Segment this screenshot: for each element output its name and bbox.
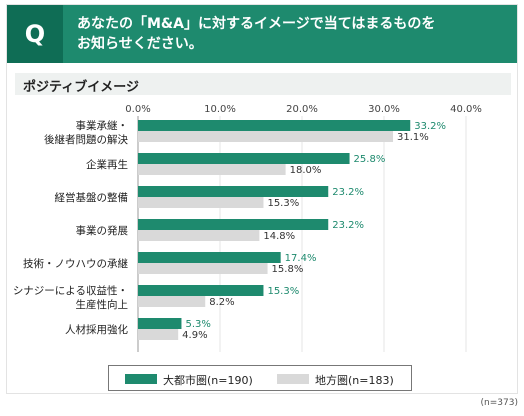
bar-regional: [138, 296, 206, 307]
x-tick-label: 30.0%: [368, 104, 400, 115]
data-label: 8.2%: [209, 297, 234, 308]
data-label: 15.3%: [267, 286, 299, 297]
chart-card: Q あなたの「M&A」に対するイメージで当てはまるものを お知らせください。 ポ…: [6, 4, 518, 394]
data-label: 25.8%: [354, 154, 386, 165]
bar-chart: 0.0% 10.0% 20.0% 30.0% 40.0% 事業承継・後継者問題の解決 33.…: [13, 104, 482, 352]
bar-urban: [138, 252, 281, 263]
data-label: 17.4%: [285, 253, 317, 264]
bar-urban: [138, 285, 264, 296]
legend-label-regional: 地方圏(n=183): [315, 374, 394, 387]
data-label: 5.3%: [185, 319, 210, 330]
section-header: ポジティブイメージ: [15, 73, 511, 95]
category-label: 技術・ノウハウの承継: [23, 257, 128, 270]
bar-urban: [138, 153, 350, 164]
bar-regional: [138, 230, 260, 241]
question-line-2: お知らせください。: [77, 36, 203, 52]
bar-regional: [138, 197, 264, 208]
category-label: 企業再生: [86, 158, 128, 171]
section-title: ポジティブイメージ: [23, 80, 139, 95]
x-tick-label: 40.0%: [450, 104, 482, 115]
data-label: 23.2%: [332, 220, 364, 231]
bar-regional: [138, 164, 286, 175]
x-tick-label: 10.0%: [204, 104, 236, 115]
data-label: 23.2%: [332, 187, 364, 198]
question-line-1: あなたの「M&A」に対するイメージで当てはまるものを: [77, 16, 436, 32]
bar-urban: [138, 186, 329, 197]
bar-urban: [138, 219, 329, 230]
bar-regional: [138, 263, 268, 274]
data-label: 15.3%: [267, 198, 299, 209]
question-header: Q あなたの「M&A」に対するイメージで当てはまるものを お知らせください。: [7, 5, 517, 63]
x-tick-label: 20.0%: [286, 104, 318, 115]
data-label: 18.0%: [290, 165, 322, 176]
data-label: 4.9%: [182, 330, 207, 341]
data-label: 31.1%: [397, 132, 429, 143]
category-label: シナジーによる収益性・生産性向上: [13, 284, 128, 311]
legend: 大都市圏(n=190) 地方圏(n=183): [108, 365, 412, 391]
category-label: 経営基盤の整備: [55, 191, 129, 204]
bar-regional: [138, 131, 394, 142]
category-label: 事業承継・後継者問題の解決: [44, 119, 128, 146]
legend-label-urban: 大都市圏(n=190): [163, 374, 253, 387]
category-label: 事業の発展: [76, 224, 129, 237]
data-label: 33.2%: [414, 121, 446, 132]
data-label: 15.8%: [272, 264, 304, 275]
legend-swatch-regional: [277, 374, 309, 384]
question-text: あなたの「M&A」に対するイメージで当てはまるものを お知らせください。: [77, 14, 507, 54]
bar-regional: [138, 329, 179, 340]
sample-size-note: (n=373): [480, 398, 518, 408]
bar-urban: [138, 318, 182, 329]
category-label: 人材採用強化: [65, 323, 128, 336]
data-label: 14.8%: [263, 231, 295, 242]
bar-urban: [138, 120, 411, 131]
question-badge: Q: [7, 5, 63, 63]
x-tick-label: 0.0%: [125, 104, 150, 115]
legend-swatch-urban: [125, 374, 157, 384]
